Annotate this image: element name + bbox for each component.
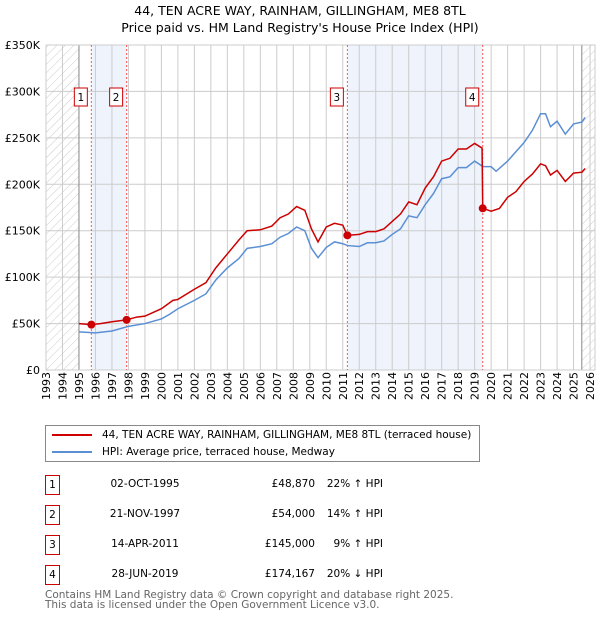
x-tick-label: 2026 bbox=[584, 372, 597, 400]
x-tick-label: 2001 bbox=[172, 372, 185, 400]
legend-label: 44, TEN ACRE WAY, RAINHAM, GILLINGHAM, M… bbox=[102, 429, 472, 441]
y-tick-label: £50K bbox=[12, 318, 41, 331]
x-tick-label: 1995 bbox=[73, 372, 86, 400]
x-tick-label: 2015 bbox=[403, 372, 416, 400]
sale-hpi-diff: 14% ↑ HPI bbox=[326, 508, 383, 520]
x-tick-label: 2012 bbox=[353, 372, 366, 400]
x-tick-label: 2024 bbox=[551, 372, 564, 400]
sale-hpi-diff: 9% ↑ HPI bbox=[333, 538, 383, 550]
legend-swatch-red bbox=[52, 434, 92, 436]
sale-price: £54,000 bbox=[271, 508, 315, 520]
sale-label-box bbox=[329, 87, 344, 107]
x-tick-label: 2011 bbox=[337, 372, 350, 400]
sale-label-box bbox=[465, 87, 480, 107]
shaded-range bbox=[347, 45, 483, 370]
x-tick-label: 2025 bbox=[568, 372, 581, 400]
legend-label: HPI: Average price, terraced house, Medw… bbox=[102, 446, 335, 458]
x-tick-label: 2022 bbox=[518, 372, 531, 400]
sale-label: 2 bbox=[113, 92, 120, 104]
price-chart: 1993 1994 1995 1996 1997 1998 1999 2000 2001 2002… bbox=[5, 39, 597, 400]
sale-date: 28-JUN-2019 bbox=[111, 568, 179, 580]
footer-line: Contains HM Land Registry data © Crown c… bbox=[45, 589, 454, 601]
sale-hpi-diff: 22% ↑ HPI bbox=[326, 478, 383, 490]
x-tick-label: 1996 bbox=[89, 372, 102, 400]
sale-label: 1 bbox=[77, 92, 84, 104]
hatched-range bbox=[581, 45, 595, 370]
sale-number: 2 bbox=[45, 505, 60, 525]
sale-row: 1 02-OCT-1995 £48,870 22% ↑ HPI bbox=[45, 475, 465, 495]
series-line bbox=[78, 112, 586, 334]
x-tick-label: 2014 bbox=[386, 372, 399, 400]
sale-point bbox=[343, 231, 352, 240]
legend: 44, TEN ACRE WAY, RAINHAM, GILLINGHAM, M… bbox=[45, 425, 480, 462]
sale-label-box bbox=[73, 87, 88, 107]
x-tick-label: 2021 bbox=[502, 372, 515, 400]
sale-number: 3 bbox=[45, 535, 60, 555]
x-tick-label: 2000 bbox=[155, 372, 168, 400]
x-tick-label: 2023 bbox=[535, 372, 548, 400]
y-tick-label: £0 bbox=[26, 364, 40, 377]
x-tick-label: 2020 bbox=[485, 372, 498, 400]
y-tick-label: £150K bbox=[5, 225, 41, 238]
sale-label-box bbox=[109, 87, 124, 107]
sale-row: 2 21-NOV-1997 £54,000 14% ↑ HPI bbox=[45, 505, 465, 525]
x-tick-label: 2017 bbox=[436, 372, 449, 400]
y-tick-label: £250K bbox=[5, 132, 41, 145]
x-tick-label: 2009 bbox=[304, 372, 317, 400]
sale-point bbox=[478, 204, 487, 213]
y-tick-label: £200K bbox=[5, 178, 41, 191]
y-tick-label: £350K bbox=[5, 39, 41, 52]
title-line: 44, TEN ACRE WAY, RAINHAM, GILLINGHAM, M… bbox=[134, 3, 466, 18]
x-tick-label: 2016 bbox=[419, 372, 432, 400]
sale-date: 02-OCT-1995 bbox=[110, 478, 180, 490]
series-line bbox=[78, 142, 586, 326]
legend-swatch-blue bbox=[52, 451, 92, 453]
y-tick-label: £100K bbox=[5, 271, 41, 284]
sale-date: 14-APR-2011 bbox=[111, 538, 179, 550]
sale-hpi-diff: 20% ↓ HPI bbox=[326, 568, 383, 580]
x-tick-label: 2019 bbox=[469, 372, 482, 400]
sale-price: £48,870 bbox=[271, 478, 315, 490]
footer-line: This data is licensed under the Open Gov… bbox=[45, 599, 380, 611]
y-tick-label: £300K bbox=[5, 85, 41, 98]
x-tick-label: 2008 bbox=[287, 372, 300, 400]
x-tick-label: 1993 bbox=[40, 372, 53, 400]
subtitle-line: Price paid vs. HM Land Registry's House … bbox=[121, 20, 479, 35]
x-tick-label: 2007 bbox=[271, 372, 284, 400]
sale-price: £145,000 bbox=[264, 538, 315, 550]
chart-title: 44, TEN ACRE WAY, RAINHAM, GILLINGHAM, M… bbox=[0, 2, 600, 36]
x-tick-label: 2004 bbox=[221, 372, 234, 400]
sale-point bbox=[87, 320, 96, 329]
sale-number: 1 bbox=[45, 475, 60, 495]
x-tick-label: 1997 bbox=[106, 372, 119, 400]
x-tick-label: 2002 bbox=[188, 372, 201, 400]
x-tick-label: 1999 bbox=[139, 372, 152, 400]
sale-number: 4 bbox=[45, 565, 60, 585]
x-tick-label: 2005 bbox=[238, 372, 251, 400]
x-tick-label: 2010 bbox=[320, 372, 333, 400]
sale-label: 4 bbox=[469, 92, 476, 104]
x-tick-label: 2018 bbox=[452, 372, 465, 400]
x-tick-label: 1998 bbox=[122, 372, 135, 400]
plot-frame bbox=[45, 44, 596, 371]
sale-point bbox=[122, 315, 131, 324]
x-tick-label: 1994 bbox=[56, 372, 69, 400]
sale-row: 3 14-APR-2011 £145,000 9% ↑ HPI bbox=[45, 535, 465, 555]
legend-item-property: 44, TEN ACRE WAY, RAINHAM, GILLINGHAM, M… bbox=[46, 427, 471, 443]
sale-date: 21-NOV-1997 bbox=[109, 508, 181, 520]
sale-label: 3 bbox=[334, 92, 341, 104]
sale-row: 4 28-JUN-2019 £174,167 20% ↓ HPI bbox=[45, 565, 465, 585]
sale-price: £174,167 bbox=[264, 568, 315, 580]
x-tick-label: 2006 bbox=[254, 372, 267, 400]
x-tick-label: 2013 bbox=[370, 372, 383, 400]
footer: Contains HM Land Registry data © Crown c… bbox=[45, 589, 454, 611]
legend-item-hpi: HPI: Average price, terraced house, Medw… bbox=[46, 444, 335, 460]
x-tick-label: 2003 bbox=[205, 372, 218, 400]
